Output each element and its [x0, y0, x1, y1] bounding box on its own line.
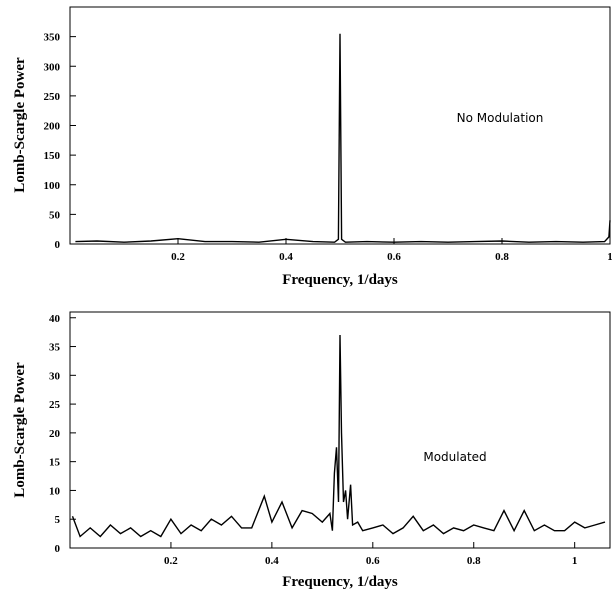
- y-tick-label-modulated: 20: [49, 428, 61, 440]
- x-tick-label-modulated: 0.6: [366, 555, 380, 567]
- x-ticks-no-modulation: 0.2 0.4 0.6 0.8 1: [171, 238, 612, 263]
- y-tick-label-no-modulation: 250: [44, 91, 61, 103]
- y-tick-label-modulated: 5: [55, 514, 61, 526]
- y-tick-label-modulated: 10: [49, 485, 61, 497]
- x-tick-label-modulated: 0.2: [164, 555, 178, 567]
- x-axis-label-modulated: Frequency, 1/days: [282, 574, 398, 590]
- x-tick-label-no-modulation: 0.6: [387, 251, 401, 263]
- y-tick-label-no-modulation: 150: [44, 150, 61, 162]
- x-tick-label-no-modulation: 0.4: [279, 251, 293, 263]
- x-tick-label-modulated: 1: [572, 555, 578, 567]
- y-axis-label-no-modulation: Lomb-Scargle Power: [12, 57, 28, 193]
- y-tick-label-no-modulation: 0: [55, 239, 61, 251]
- x-tick-label-modulated: 0.8: [467, 555, 481, 567]
- x-axis-label-no-modulation: Frequency, 1/days: [282, 272, 398, 288]
- y-ticks-no-modulation: 0 50 100 150 200 250 300 350: [44, 32, 76, 251]
- x-tick-label-modulated: 0.4: [265, 555, 279, 567]
- x-tick-label-no-modulation: 0.8: [495, 251, 509, 263]
- y-tick-label-no-modulation: 200: [44, 121, 61, 133]
- y-tick-label-modulated: 0: [55, 543, 61, 555]
- annotation-no-modulation: No Modulation: [457, 111, 544, 125]
- y-tick-label-modulated: 25: [49, 399, 61, 411]
- y-ticks-modulated: 0 5 10 15 20 25 30 35 40: [49, 313, 76, 555]
- annotation-modulated: Modulated: [423, 450, 486, 464]
- chart-modulated: 0.2 0.4 0.6 0.8 1 0 5 10 15 20 25 30 35 40 Frequency…: [12, 311, 611, 590]
- y-tick-label-modulated: 30: [49, 370, 61, 382]
- x-ticks-modulated: 0.2 0.4 0.6 0.8 1: [164, 542, 577, 567]
- y-tick-label-no-modulation: 350: [44, 32, 61, 44]
- y-tick-label-no-modulation: 300: [44, 61, 61, 73]
- y-tick-label-modulated: 40: [49, 313, 61, 325]
- y-tick-label-no-modulation: 50: [49, 209, 61, 221]
- chart-no-modulation: 0.2 0.4 0.6 0.8 1 0 50 100 150 200 250 300 350 Freq…: [12, 6, 612, 288]
- y-tick-label-modulated: 35: [49, 342, 61, 354]
- power-series-no-modulation: [75, 33, 611, 243]
- y-tick-label-modulated: 15: [49, 457, 61, 469]
- x-tick-label-no-modulation: 1: [607, 251, 612, 263]
- power-series-modulated: [71, 334, 606, 538]
- y-tick-label-no-modulation: 100: [44, 180, 61, 192]
- plot-frame-modulated: [69, 311, 611, 549]
- y-axis-label-modulated: Lomb-Scargle Power: [12, 362, 28, 498]
- x-tick-label-no-modulation: 0.2: [171, 251, 185, 263]
